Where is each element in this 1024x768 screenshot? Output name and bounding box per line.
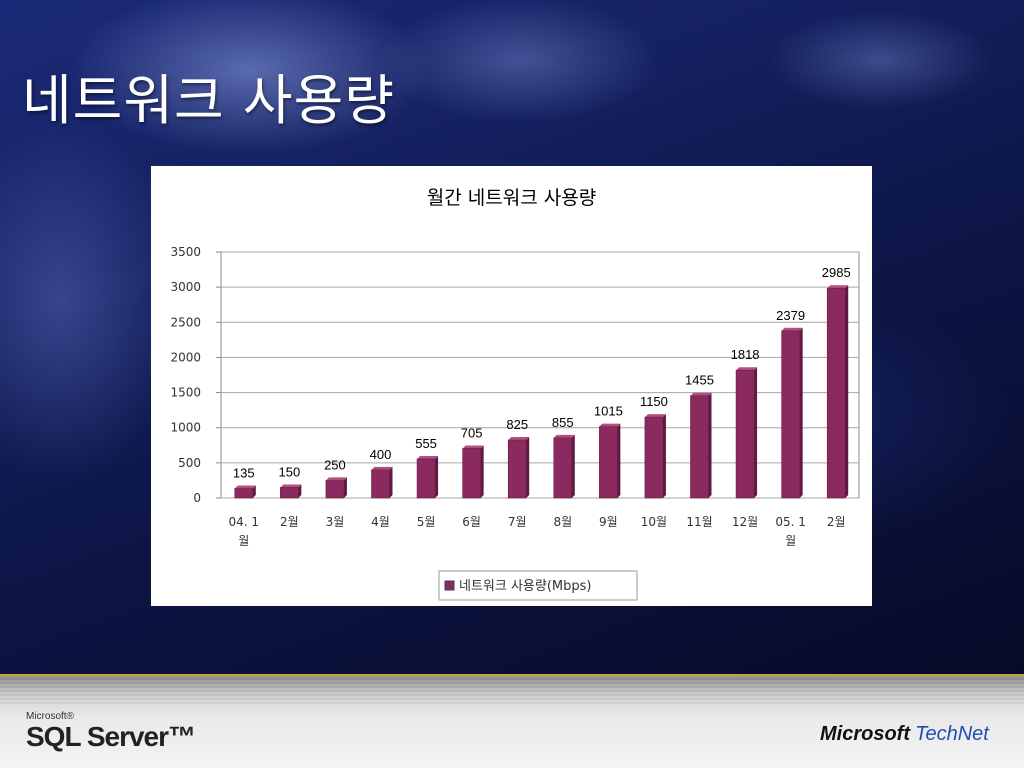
x-tick-label: 5월 (417, 515, 436, 529)
footer-bar (0, 676, 1024, 768)
bar (325, 480, 345, 499)
x-tick-label: 2월 (280, 515, 299, 529)
y-tick-label: 2000 (170, 350, 201, 364)
bar-side (435, 455, 439, 498)
bar (781, 330, 800, 499)
bar-top (462, 445, 484, 449)
bar (462, 448, 481, 499)
data-label: 250 (324, 457, 346, 472)
y-tick-label: 3000 (170, 280, 201, 294)
bar (735, 369, 755, 499)
bar-chart: 월간 네트워크 사용량 0 500 1000 1500 2000 2500 3000 3500 1… (170, 187, 860, 601)
legend-swatch (444, 580, 455, 591)
x-tick-label: 4월 (371, 515, 390, 529)
y-tick-label: 1000 (170, 421, 201, 435)
bar-side (708, 392, 712, 498)
legend-label: 네트워크 사용량(Mbps) (459, 579, 592, 594)
bar-side (298, 484, 302, 498)
footer-band (0, 676, 1024, 706)
microsoft-wordmark: Microsoft (820, 723, 910, 745)
bar-top (325, 477, 347, 481)
data-label: 135 (233, 466, 255, 481)
data-label: 555 (415, 436, 437, 451)
bar (644, 416, 664, 499)
sql-logo-small-text: Microsoft® (26, 711, 74, 722)
bar-side (571, 434, 575, 498)
data-label: 825 (506, 417, 528, 432)
bar-top (280, 484, 302, 488)
sql-server-logo: Microsoft® SQL Server™ (26, 711, 196, 752)
bar (507, 439, 527, 499)
data-label: 2985 (822, 265, 851, 280)
bar-top (736, 367, 758, 371)
data-label: 1818 (731, 347, 760, 362)
bar-side (617, 423, 621, 498)
x-tick-label: 3월 (326, 515, 345, 529)
x-tick-label: 10월 (641, 515, 667, 529)
data-label: 1015 (594, 404, 623, 419)
technet-wordmark: TechNet (915, 723, 989, 745)
bar (280, 487, 299, 499)
bar (234, 488, 254, 499)
data-label: 150 (279, 464, 301, 479)
x-tick-label: 05. 1 (775, 515, 806, 529)
x-tick-label: 6월 (462, 515, 481, 529)
x-tick-label: 12월 (732, 515, 758, 529)
bar (826, 287, 846, 499)
plot-area (220, 251, 860, 499)
y-tick-label: 0 (193, 491, 201, 505)
x-tick-label: 11월 (686, 515, 712, 529)
bar-top (827, 285, 849, 289)
x-tick-label: 2월 (827, 515, 846, 529)
bar-top (599, 423, 621, 427)
bar (599, 426, 618, 499)
data-label: 705 (461, 425, 483, 440)
chart-panel: 월간 네트워크 사용량 0 500 1000 1500 2000 2500 3000 3500 1… (151, 166, 872, 606)
bar-side (526, 437, 530, 498)
bar-side (845, 285, 849, 498)
y-tick-label: 3500 (170, 245, 201, 259)
bar-top (234, 485, 256, 489)
bar-top (371, 466, 393, 470)
bar (553, 437, 573, 499)
bar-side (252, 485, 256, 498)
slide-title: 네트워크 사용량 (22, 69, 395, 132)
x-tick-label: 월 (238, 534, 249, 548)
bar (690, 395, 709, 499)
bar-side (480, 445, 484, 498)
data-label: 400 (370, 447, 392, 462)
x-tick-label: 04. 1 (229, 515, 260, 529)
bar-top (553, 434, 575, 438)
bar-side (662, 414, 666, 498)
bar (371, 469, 390, 499)
x-tick-label: 8월 (553, 515, 572, 529)
bar-side (343, 477, 347, 498)
chart-title: 월간 네트워크 사용량 (427, 187, 596, 209)
x-tick-label: 9월 (599, 515, 618, 529)
bar-top (417, 455, 439, 459)
data-label: 1150 (640, 394, 668, 409)
y-tick-label: 500 (178, 456, 201, 470)
x-tick-label: 7월 (508, 515, 527, 529)
data-label: 855 (552, 415, 574, 430)
y-tick-label: 2500 (170, 315, 201, 329)
bar-side (799, 327, 803, 498)
bar-top (690, 392, 712, 396)
bar-side (754, 367, 758, 498)
bar (416, 458, 436, 499)
sql-logo-text: SQL Server™ (26, 721, 196, 752)
x-tick-label: 월 (785, 534, 796, 548)
data-label: 1455 (685, 373, 714, 388)
bar-top (781, 327, 803, 331)
y-tick-label: 1500 (170, 386, 201, 400)
legend-box (438, 570, 638, 601)
accent-divider (0, 674, 1024, 676)
microsoft-technet-logo: Microsoft TechNet (820, 723, 989, 746)
bar-side (389, 466, 393, 498)
data-label: 2379 (776, 308, 805, 323)
bar-top (508, 437, 530, 441)
bar-top (644, 414, 666, 418)
